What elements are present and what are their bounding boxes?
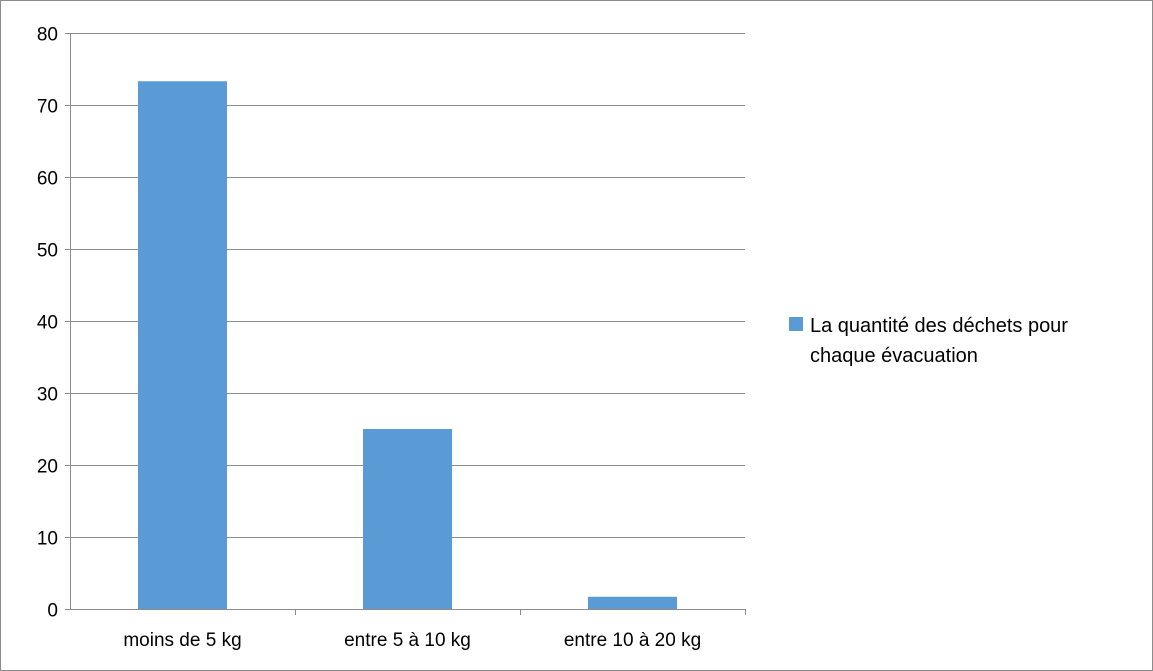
x-tick-label-1: moins de 5 kg [123,630,241,651]
y-tick-label-10: 10 [37,529,58,550]
y-tick-label-80: 80 [37,25,58,46]
bar-1 [138,81,227,610]
bar-2 [363,429,452,609]
y-tick-label-20: 20 [37,457,58,478]
x-tick-label-3: entre 10 à 20 kg [564,630,701,651]
bar-layer [138,81,677,610]
y-tick-label-0: 0 [47,601,58,622]
y-tick-label-40: 40 [37,313,58,334]
legend-label-line-1: La quantité des déchets pour [810,315,1068,337]
legend-swatch [789,317,803,331]
x-tick-label-2: entre 5 à 10 kg [344,630,471,651]
legend: La quantité des déchets pour chaque évac… [789,315,1068,367]
y-tick-label-70: 70 [37,97,58,118]
axis-layer [65,33,746,615]
y-tick-label-60: 60 [37,169,58,190]
y-tick-label-30: 30 [37,385,58,406]
bar-3 [588,596,677,609]
legend-label-line-2: chaque évacuation [810,345,978,367]
label-layer: 0 10 20 30 40 50 60 70 80 moins de 5 kg entre 5 à … [37,25,701,652]
y-tick-label-50: 50 [37,241,58,262]
